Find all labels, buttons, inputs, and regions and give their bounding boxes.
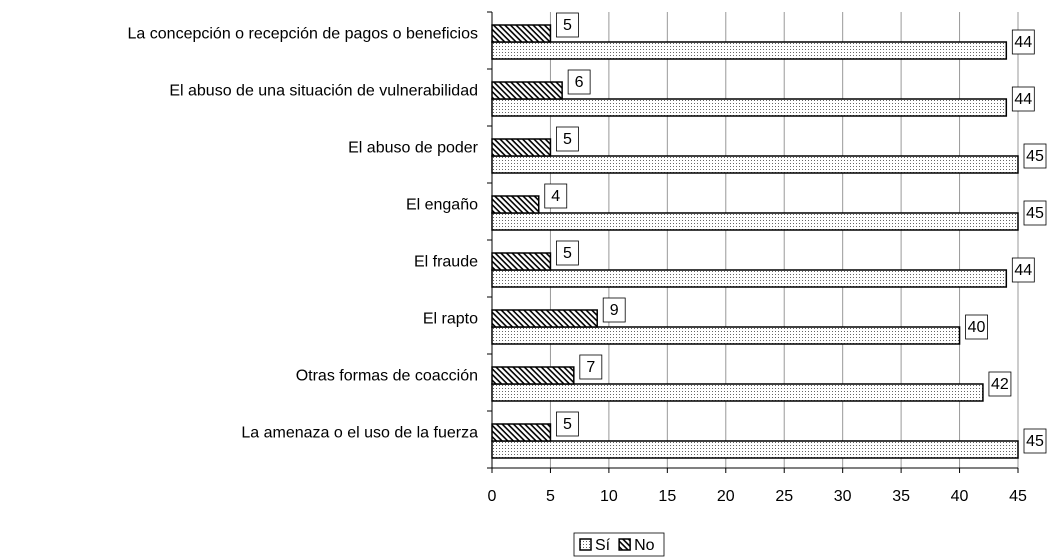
bar: [491, 24, 552, 43]
data-label-box: [988, 371, 1012, 397]
data-label: 45: [1026, 433, 1044, 450]
bar: [491, 41, 1008, 60]
x-tick-label: 25: [775, 488, 793, 505]
data-label: 40: [968, 319, 986, 336]
legend-swatch: [618, 538, 631, 551]
bar: [491, 366, 575, 385]
data-label-box: [602, 297, 626, 323]
data-label-box: [1023, 200, 1047, 226]
data-label-box: [556, 12, 579, 38]
data-label-box: [556, 240, 579, 266]
x-tick-label: 30: [834, 488, 852, 505]
data-label: 5: [563, 17, 572, 34]
data-label: 45: [1026, 205, 1044, 222]
data-label-box: [567, 69, 591, 95]
data-label: 5: [563, 416, 572, 433]
bar: [491, 212, 1019, 231]
x-tick-label: 15: [658, 488, 676, 505]
y-tick-label: El abuso de poder: [348, 140, 479, 157]
data-label: 44: [1014, 262, 1032, 279]
y-tick-label: Otras formas de coacción: [296, 368, 478, 385]
x-tick-label: 40: [951, 488, 969, 505]
y-tick-label: El fraude: [414, 254, 478, 271]
bar: [491, 309, 598, 328]
data-label-box: [1023, 428, 1047, 454]
bar: [491, 138, 552, 157]
data-label-box: [1011, 257, 1035, 283]
bar: [491, 383, 984, 402]
data-label-box: [1011, 29, 1035, 55]
y-tick-label: El abuso de una situación de vulnerabili…: [169, 83, 478, 100]
data-label: 45: [1026, 148, 1044, 165]
legend-swatch: [579, 538, 592, 551]
data-label: 7: [586, 359, 595, 376]
data-label: 44: [1014, 34, 1032, 51]
bar: [491, 440, 1019, 459]
bar: [491, 423, 552, 442]
x-tick-label: 0: [488, 488, 497, 505]
x-tick-label: 20: [717, 488, 735, 505]
x-tick-label: 5: [546, 488, 555, 505]
bar: [491, 269, 1008, 288]
bar: [491, 98, 1008, 117]
y-tick-label: La concepción o recepción de pagos o ben…: [128, 26, 478, 43]
bar: [491, 81, 563, 100]
bar: [491, 195, 540, 214]
data-label: 6: [575, 74, 584, 91]
bar: [491, 252, 552, 271]
data-label-box: [556, 411, 579, 437]
data-label: 5: [563, 131, 572, 148]
data-label-box: [1011, 86, 1035, 112]
y-tick-label: La amenaza o el uso de la fuerza: [241, 425, 478, 442]
legend-label: Sí: [595, 537, 611, 554]
x-tick-label: 45: [1009, 488, 1027, 505]
data-label: 5: [563, 245, 572, 262]
data-label: 9: [610, 302, 619, 319]
x-tick-label: 10: [600, 488, 618, 505]
legend-label: No: [634, 537, 655, 554]
bar: [491, 326, 961, 345]
y-tick-label: El engaño: [406, 197, 478, 214]
bar: [491, 155, 1019, 174]
data-label: 4: [551, 188, 560, 205]
data-label-box: [1023, 143, 1047, 169]
data-label-box: [965, 314, 988, 340]
data-label-box: [544, 183, 568, 209]
y-tick-label: El rapto: [423, 311, 478, 328]
data-label: 44: [1014, 91, 1032, 108]
data-label-box: [556, 126, 579, 152]
data-label: 42: [991, 376, 1009, 393]
x-tick-label: 35: [892, 488, 910, 505]
data-label-box: [579, 354, 603, 380]
